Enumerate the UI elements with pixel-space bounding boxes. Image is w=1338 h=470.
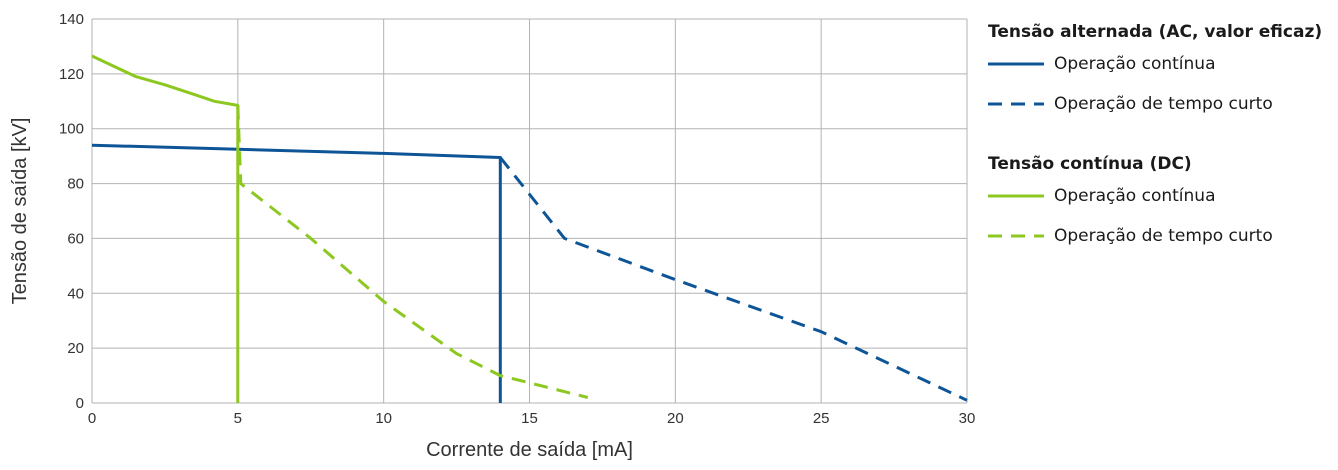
legend-line-solid-green-icon — [988, 193, 1044, 199]
legend-title-dc: Tensão contínua (DC) — [988, 152, 1333, 176]
legend-group-ac: Tensão alternada (AC, valor eficaz) Oper… — [988, 20, 1333, 124]
x-tick-label: 5 — [234, 410, 242, 427]
legend-line-dashed-blue-icon — [988, 101, 1044, 107]
legend-title-ac: Tensão alternada (AC, valor eficaz) — [988, 20, 1333, 44]
x-tick-label: 10 — [375, 410, 392, 427]
legend-line-solid-blue-icon — [988, 61, 1044, 67]
y-tick-label: 20 — [67, 340, 84, 357]
y-axis-title: Tensão de saída [kV] — [9, 118, 31, 305]
y-tick-label: 60 — [67, 230, 84, 247]
legend-label-dc-continuous: Operação contínua — [1054, 186, 1215, 206]
y-tick-label: 100 — [59, 121, 84, 138]
y-tick-label: 80 — [67, 176, 84, 193]
x-tick-label: 25 — [813, 410, 830, 427]
legend-label-dc-short: Operação de tempo curto — [1054, 226, 1273, 246]
legend: Tensão alternada (AC, valor eficaz) Oper… — [988, 20, 1333, 284]
legend-item-ac-continuous: Operação contínua — [988, 44, 1333, 84]
legend-line-dashed-green-icon — [988, 233, 1044, 239]
series-line-dc_short — [238, 105, 588, 397]
y-tick-label: 140 — [59, 11, 84, 28]
legend-item-dc-short: Operação de tempo curto — [988, 216, 1333, 256]
legend-item-ac-short: Operação de tempo curto — [988, 84, 1333, 124]
series-line-ac_short — [500, 158, 967, 401]
series-line-dc_cont — [92, 56, 238, 403]
x-tick-label: 15 — [521, 410, 538, 427]
y-tick-label: 120 — [59, 66, 84, 83]
y-tick-label: 40 — [67, 285, 84, 302]
x-tick-label: 30 — [959, 410, 976, 427]
x-axis-title: Corrente de saída [mA] — [426, 439, 633, 461]
grid — [92, 19, 967, 403]
y-tick-label: 0 — [76, 395, 84, 412]
legend-group-dc: Tensão contínua (DC) Operação contínua O… — [988, 152, 1333, 256]
legend-label-ac-short: Operação de tempo curto — [1054, 94, 1273, 114]
x-tick-label: 20 — [667, 410, 684, 427]
x-tick-label: 0 — [88, 410, 96, 427]
legend-item-dc-continuous: Operação contínua — [988, 176, 1333, 216]
legend-label-ac-continuous: Operação contínua — [1054, 54, 1215, 74]
